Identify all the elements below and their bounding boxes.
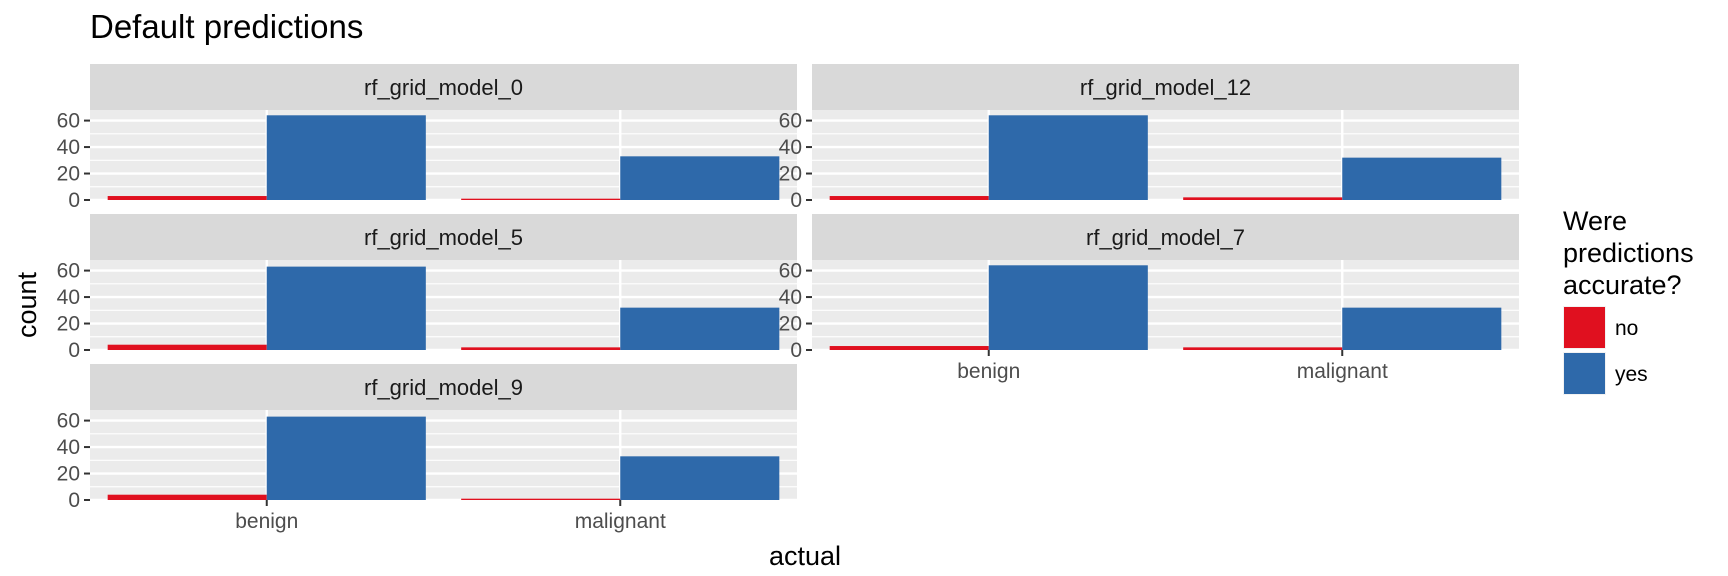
facet-panel: rf_grid_model_5 0 20 40 60 xyxy=(57,214,797,362)
y-tick-label: 20 xyxy=(57,463,80,486)
y-tick-label: 0 xyxy=(790,339,802,362)
bar-no-malignant xyxy=(1183,197,1343,200)
facet-strip xyxy=(812,64,1519,110)
x-tick-label: benign xyxy=(957,360,1020,383)
y-tick-label: 0 xyxy=(68,489,80,512)
bar-no-benign xyxy=(107,196,267,200)
bar-yes-malignant xyxy=(1342,307,1502,350)
facet-strip xyxy=(812,214,1519,260)
bar-no-benign xyxy=(107,344,267,350)
y-tick-label: 0 xyxy=(790,189,802,212)
y-tick-label: 60 xyxy=(57,110,80,133)
bar-no-malignant xyxy=(461,198,621,200)
y-tick-label: 20 xyxy=(57,313,80,336)
bar-no-benign xyxy=(829,346,989,350)
bar-no-malignant xyxy=(1183,347,1343,350)
y-tick-label: 60 xyxy=(779,260,802,283)
bar-yes-malignant xyxy=(1342,157,1502,200)
facet-strip xyxy=(90,214,797,260)
legend-key-yes xyxy=(1564,353,1605,394)
y-tick-label: 20 xyxy=(779,163,802,186)
y-axis-title: count xyxy=(12,271,42,338)
y-tick-label: 40 xyxy=(779,136,802,159)
x-axis-title: actual xyxy=(769,541,841,571)
x-tick-label: malignant xyxy=(575,510,666,533)
y-tick-label: 60 xyxy=(57,410,80,433)
bar-yes-benign xyxy=(266,115,426,200)
bar-yes-malignant xyxy=(620,156,780,200)
facet-panels: rf_grid_model_0 0 20 40 60 rf_grid_model_12 0 2… xyxy=(57,64,1519,533)
facet-strip-label: rf_grid_model_0 xyxy=(364,75,523,100)
legend-label-no: no xyxy=(1615,317,1638,340)
y-tick-label: 20 xyxy=(779,313,802,336)
facet-strip-label: rf_grid_model_12 xyxy=(1080,75,1251,100)
bar-no-benign xyxy=(107,494,267,500)
y-tick-label: 0 xyxy=(68,339,80,362)
y-tick-label: 40 xyxy=(57,136,80,159)
y-tick-label: 60 xyxy=(779,110,802,133)
bar-yes-malignant xyxy=(620,307,780,350)
facet-strip-label: rf_grid_model_7 xyxy=(1086,225,1245,250)
legend-title-line: predictions xyxy=(1563,238,1694,268)
y-tick-label: 40 xyxy=(57,436,80,459)
y-tick-label: 40 xyxy=(779,286,802,309)
chart-title: Default predictions xyxy=(90,8,363,45)
facet-panel: rf_grid_model_7 0 20 40 60 benign malignant xyxy=(779,214,1519,383)
bar-no-malignant xyxy=(461,498,621,500)
legend-key-no xyxy=(1564,307,1605,348)
facet-strip xyxy=(90,64,797,110)
y-tick-label: 0 xyxy=(68,189,80,212)
facet-panel: rf_grid_model_12 0 20 40 60 xyxy=(779,64,1519,212)
facet-strip xyxy=(90,364,797,410)
legend-label-yes: yes xyxy=(1615,363,1648,386)
y-tick-label: 20 xyxy=(57,163,80,186)
x-tick-label: malignant xyxy=(1297,360,1388,383)
bar-yes-benign xyxy=(988,265,1148,350)
x-tick-label: benign xyxy=(235,510,298,533)
bar-no-malignant xyxy=(461,347,621,350)
bar-yes-benign xyxy=(266,416,426,500)
bar-no-benign xyxy=(829,196,989,200)
legend-title-line: Were xyxy=(1563,206,1627,236)
bar-yes-malignant xyxy=(620,456,780,500)
facet-strip-label: rf_grid_model_9 xyxy=(364,375,523,400)
y-tick-label: 40 xyxy=(57,286,80,309)
bar-yes-benign xyxy=(266,266,426,350)
facet-strip-label: rf_grid_model_5 xyxy=(364,225,523,250)
y-tick-label: 60 xyxy=(57,260,80,283)
bar-yes-benign xyxy=(988,115,1148,200)
legend-title-line: accurate? xyxy=(1563,270,1682,300)
facet-panel: rf_grid_model_0 0 20 40 60 xyxy=(57,64,797,212)
facet-panel: rf_grid_model_9 0 20 40 60 benign malignant xyxy=(57,364,797,533)
